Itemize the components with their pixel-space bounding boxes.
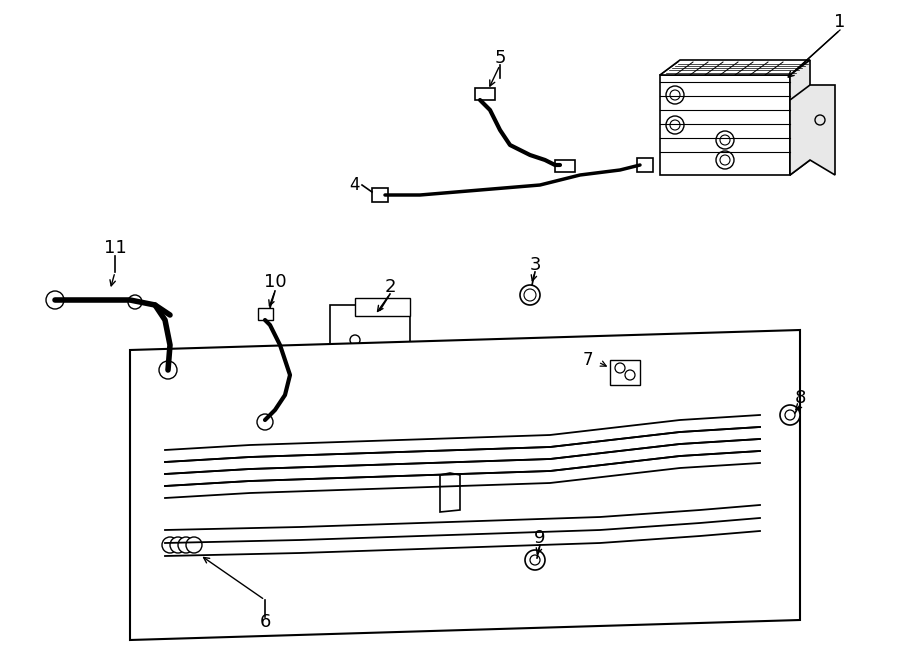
Text: 9: 9: [535, 529, 545, 547]
Circle shape: [159, 361, 177, 379]
Bar: [610, 360, 640, 385]
Bar: [475, 88, 495, 100]
Circle shape: [257, 414, 273, 430]
Polygon shape: [440, 473, 460, 512]
Circle shape: [162, 537, 178, 553]
Circle shape: [530, 555, 540, 565]
Text: 4: 4: [349, 176, 360, 194]
Polygon shape: [660, 60, 810, 75]
Circle shape: [815, 115, 825, 125]
Text: 5: 5: [494, 49, 506, 67]
Circle shape: [785, 410, 795, 420]
Bar: [660, 75, 790, 175]
Circle shape: [524, 289, 536, 301]
Circle shape: [625, 370, 635, 380]
Polygon shape: [790, 60, 810, 175]
Circle shape: [780, 405, 800, 425]
Circle shape: [525, 550, 545, 570]
Circle shape: [670, 120, 680, 130]
Circle shape: [720, 155, 730, 165]
Circle shape: [178, 537, 194, 553]
Bar: [355, 298, 410, 316]
Polygon shape: [790, 85, 835, 175]
Circle shape: [720, 135, 730, 145]
Circle shape: [46, 291, 64, 309]
Text: 10: 10: [264, 273, 286, 291]
Circle shape: [670, 90, 680, 100]
Circle shape: [615, 363, 625, 373]
Text: 8: 8: [795, 389, 806, 407]
Text: 11: 11: [104, 239, 126, 257]
Polygon shape: [130, 330, 800, 640]
Text: 2: 2: [384, 278, 396, 296]
Text: 1: 1: [834, 13, 846, 31]
Bar: [258, 308, 273, 320]
Circle shape: [716, 131, 734, 149]
Text: 7: 7: [582, 351, 593, 369]
Bar: [555, 160, 575, 172]
Circle shape: [716, 151, 734, 169]
Circle shape: [186, 537, 202, 553]
Circle shape: [350, 335, 360, 345]
Circle shape: [666, 86, 684, 104]
Bar: [372, 188, 388, 202]
Polygon shape: [330, 305, 410, 380]
Circle shape: [170, 537, 186, 553]
Text: 3: 3: [529, 256, 541, 274]
Circle shape: [128, 295, 142, 309]
Bar: [637, 158, 653, 172]
Circle shape: [666, 116, 684, 134]
Circle shape: [520, 285, 540, 305]
Text: 6: 6: [259, 613, 271, 631]
